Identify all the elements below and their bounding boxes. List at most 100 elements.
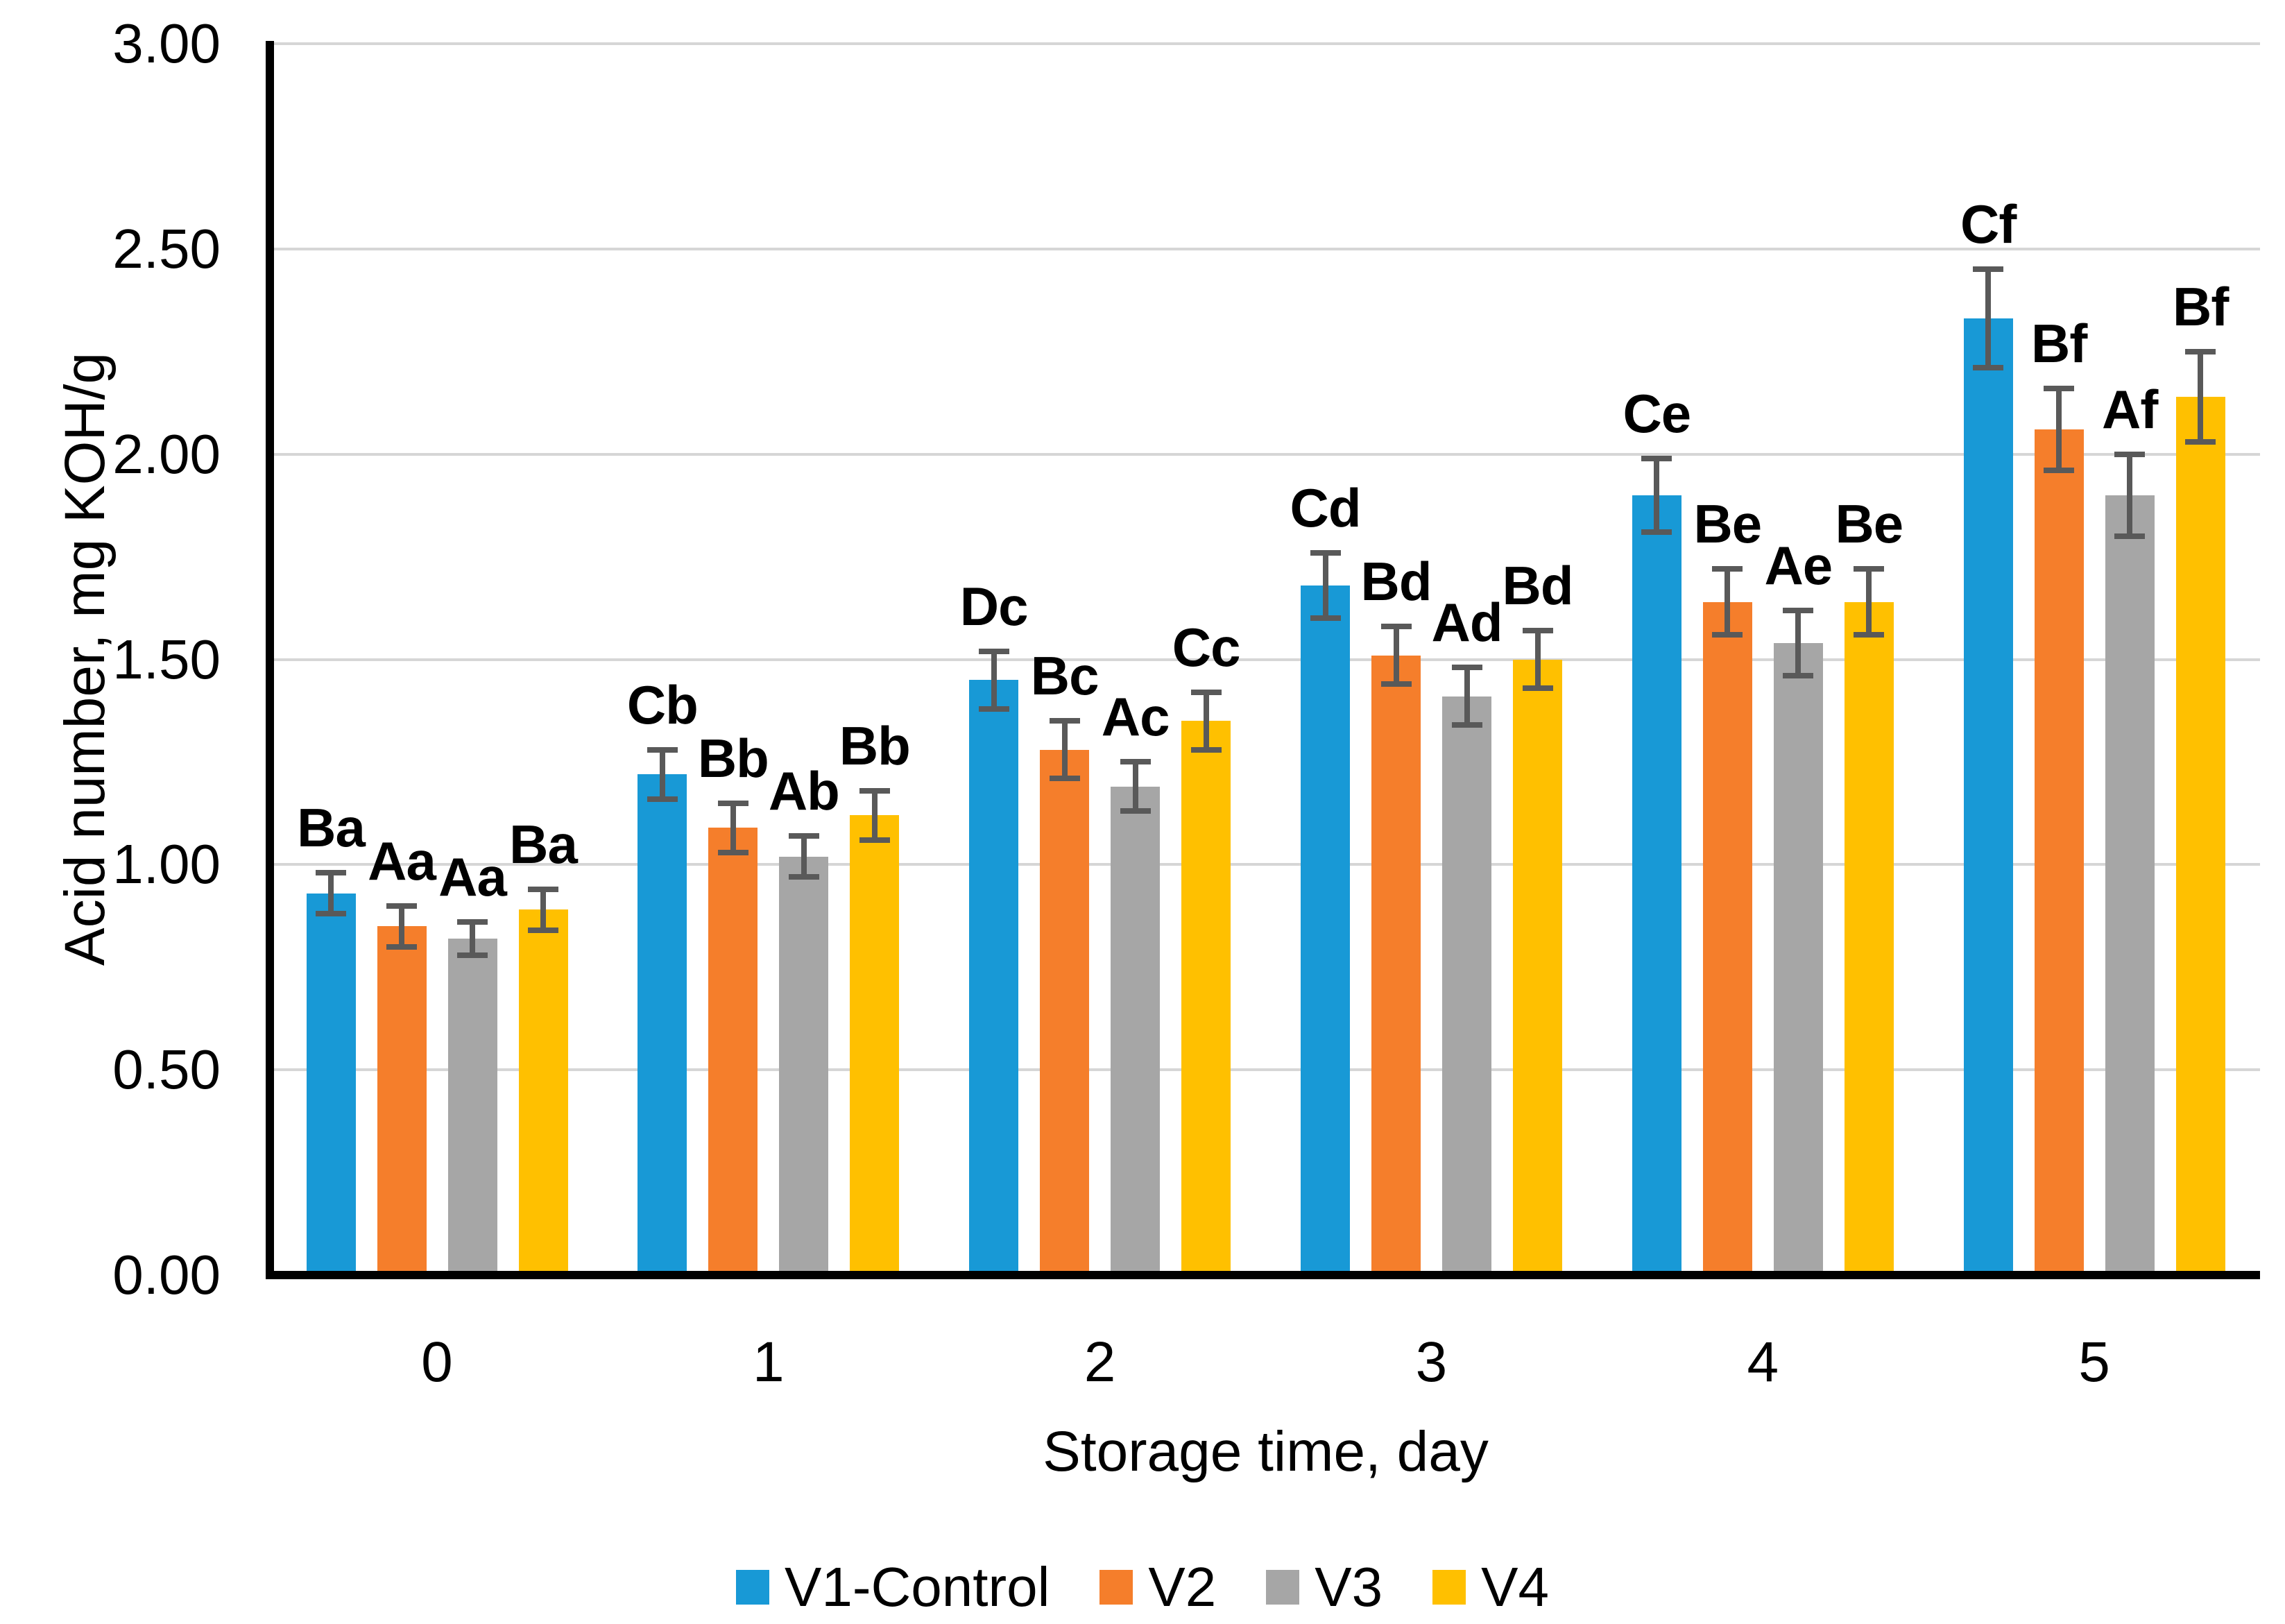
gridline-1.00 [271, 863, 2260, 866]
error-cap-top-v3-day-0 [457, 919, 488, 925]
significance-label-v2-day-3: Bd [1360, 551, 1432, 613]
error-bar-v2-day-3 [1393, 626, 1399, 684]
error-cap-top-v2-day-3 [1380, 624, 1412, 630]
x-tick-label-5: 5 [2078, 1331, 2110, 1394]
bar-v4-day-3 [1513, 659, 1562, 1271]
error-cap-top-v3-day-5 [2114, 451, 2146, 457]
error-bar-v2-day-4 [1725, 569, 1731, 635]
error-bar-v2-day-2 [1061, 721, 1068, 779]
error-cap-top-v4-day-1 [859, 787, 890, 794]
x-tick-label-4: 4 [1747, 1331, 1779, 1394]
significance-label-v1-control-day-0: Ba [297, 797, 366, 859]
error-bar-v4-day-5 [2198, 351, 2204, 442]
significance-label-v2-day-4: Be [1693, 493, 1762, 555]
significance-label-v3-day-2: Ac [1101, 686, 1170, 748]
significance-label-v3-day-5: Af [2102, 378, 2158, 440]
bar-v2-day-3 [1371, 655, 1421, 1271]
significance-label-v2-day-5: Bf [2031, 313, 2087, 374]
error-bar-v2-day-5 [2056, 388, 2062, 471]
gridline-3.00 [271, 42, 2260, 45]
error-bar-v4-day-3 [1534, 631, 1541, 688]
error-cap-top-v2-day-4 [1712, 566, 1743, 572]
error-cap-bottom-v4-day-4 [1854, 632, 1885, 638]
legend-swatch-v3 [1266, 1570, 1300, 1605]
error-cap-top-v2-day-0 [386, 903, 417, 909]
error-cap-bottom-v3-day-1 [788, 874, 819, 880]
gridline-0.50 [271, 1068, 2260, 1072]
y-tick-label-1.00: 1.00 [112, 833, 221, 896]
error-cap-top-v2-day-5 [2044, 386, 2075, 391]
legend-item-v4: V4 [1432, 1559, 1549, 1615]
error-cap-bottom-v4-day-5 [2185, 438, 2216, 445]
significance-label-v4-day-5: Bf [2173, 275, 2229, 337]
error-cap-bottom-v2-day-3 [1380, 681, 1412, 687]
error-cap-bottom-v4-day-3 [1522, 685, 1553, 691]
error-cap-bottom-v4-day-2 [1190, 746, 1222, 753]
error-cap-top-v1-control-day-0 [316, 870, 346, 876]
error-bar-v4-day-1 [871, 790, 878, 840]
error-bar-v3-day-0 [470, 922, 475, 955]
bar-v4-day-0 [518, 909, 568, 1271]
error-cap-top-v4-day-3 [1522, 628, 1553, 634]
significance-label-v1-control-day-3: Cd [1290, 477, 1362, 538]
y-tick-label-0.50: 0.50 [112, 1038, 221, 1101]
gridline-2.50 [271, 247, 2260, 250]
error-cap-bottom-v3-day-4 [1783, 673, 1814, 679]
bar-v1-control-day-3 [1301, 586, 1350, 1271]
bar-v3-day-2 [1111, 786, 1161, 1271]
significance-label-v1-control-day-1: Cb [626, 674, 699, 735]
y-tick-label-0.00: 0.00 [112, 1244, 221, 1306]
y-tick-label-3.00: 3.00 [112, 12, 221, 74]
bar-v3-day-0 [447, 938, 497, 1271]
error-cap-bottom-v1-control-day-3 [1310, 615, 1341, 622]
bar-v2-day-2 [1040, 749, 1090, 1271]
significance-label-v4-day-2: Cc [1172, 616, 1241, 678]
legend-label-v1-control: V1-Control [785, 1556, 1050, 1618]
error-bar-v3-day-1 [801, 835, 807, 878]
x-axis-line [266, 1271, 2260, 1279]
error-cap-bottom-v4-day-1 [859, 837, 890, 843]
gridline-1.50 [271, 658, 2260, 661]
error-bar-v4-day-2 [1203, 692, 1209, 750]
legend-swatch-v2 [1099, 1570, 1133, 1605]
legend-swatch-v4 [1432, 1570, 1466, 1605]
error-cap-top-v1-control-day-1 [647, 746, 678, 753]
bar-v4-day-4 [1844, 601, 1894, 1271]
error-cap-top-v1-control-day-2 [978, 648, 1009, 654]
bar-v1-control-day-1 [637, 774, 687, 1271]
error-bar-v4-day-0 [540, 889, 546, 930]
legend-swatch-v1-control [736, 1570, 770, 1605]
significance-label-v2-day-1: Bb [697, 727, 769, 789]
y-tick-label-2.50: 2.50 [112, 217, 221, 280]
error-cap-top-v1-control-day-3 [1310, 549, 1341, 556]
legend-item-v2: V2 [1099, 1559, 1216, 1615]
error-bar-v4-day-4 [1866, 569, 1872, 635]
error-cap-bottom-v3-day-2 [1120, 808, 1151, 814]
error-cap-bottom-v1-control-day-0 [316, 911, 346, 917]
error-bar-v2-day-1 [730, 803, 736, 853]
error-cap-bottom-v2-day-1 [717, 849, 748, 855]
legend-label-v4: V4 [1481, 1556, 1549, 1618]
bar-v1-control-day-0 [306, 893, 356, 1271]
bar-v2-day-4 [1702, 601, 1752, 1271]
error-cap-top-v1-control-day-5 [1973, 266, 2004, 273]
error-bar-v1-control-day-5 [1985, 269, 1992, 368]
bar-v2-day-0 [377, 926, 427, 1271]
significance-label-v4-day-1: Bb [839, 715, 911, 776]
error-cap-bottom-v1-control-day-5 [1973, 365, 2004, 371]
legend-label-v2: V2 [1148, 1556, 1217, 1618]
significance-label-v1-control-day-4: Ce [1623, 382, 1691, 444]
error-bar-v1-control-day-0 [328, 873, 334, 914]
error-cap-top-v1-control-day-4 [1641, 455, 1672, 461]
error-cap-bottom-v3-day-0 [457, 952, 488, 958]
error-cap-bottom-v1-control-day-4 [1641, 529, 1672, 536]
error-cap-bottom-v1-control-day-1 [647, 796, 678, 802]
error-cap-top-v2-day-1 [717, 800, 748, 806]
bar-v4-day-2 [1181, 721, 1231, 1271]
error-cap-top-v3-day-2 [1120, 759, 1151, 765]
significance-label-v2-day-0: Aa [368, 830, 436, 891]
bar-v3-day-3 [1442, 696, 1491, 1271]
error-bar-v1-control-day-1 [659, 749, 665, 799]
error-bar-v3-day-4 [1795, 610, 1802, 676]
bar-v3-day-4 [1773, 642, 1823, 1271]
